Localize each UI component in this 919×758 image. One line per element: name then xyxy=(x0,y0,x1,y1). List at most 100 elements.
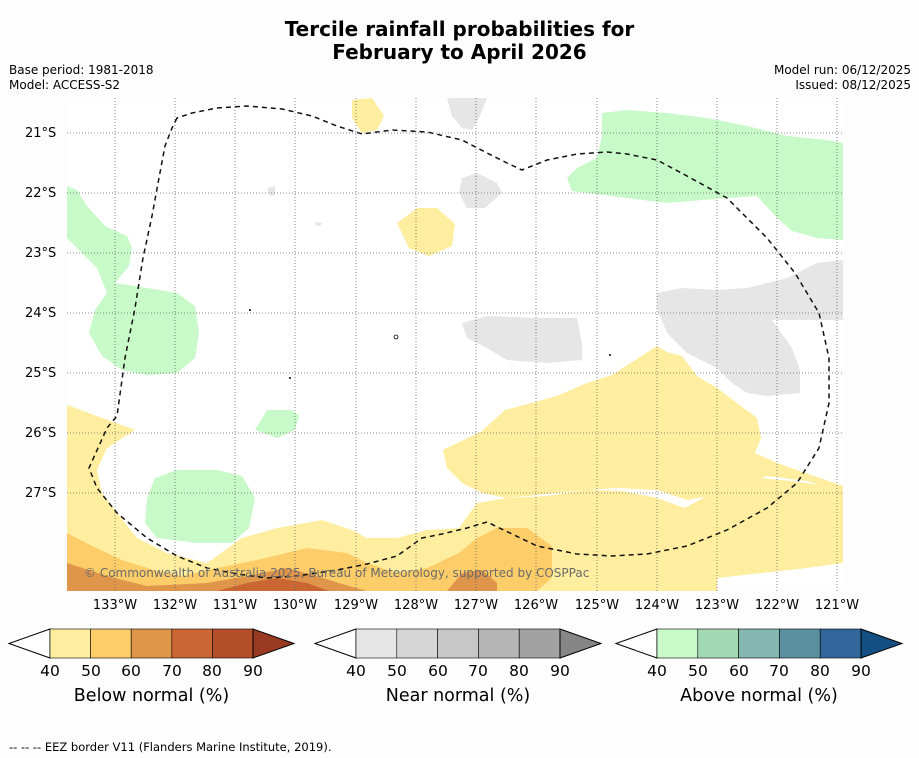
lon-label-126w: 126°W xyxy=(513,598,559,613)
near-normal-region-north xyxy=(447,98,487,130)
near-normal-region-small xyxy=(459,173,502,208)
colorbar-near-tick-40: 40 xyxy=(346,662,366,680)
lon-label-127w: 127°W xyxy=(453,598,499,613)
colorbar-near-normal-swatch-2 xyxy=(437,628,479,659)
below-normal-region-south xyxy=(67,405,843,591)
colorbar-below-normal-swatch-1 xyxy=(90,628,132,659)
lat-label-22s: 22°S xyxy=(25,186,57,201)
lon-label-133w: 133°W xyxy=(92,598,138,613)
lat-label-27s: 27°S xyxy=(25,486,57,501)
graticule xyxy=(67,98,843,591)
lon-label-125w: 125°W xyxy=(574,598,620,613)
colorbar-below-normal-high-arrow xyxy=(252,628,296,659)
colorbar-above-normal-swatch-1 xyxy=(697,628,739,659)
lon-label-122w: 122°W xyxy=(754,598,800,613)
lat-label-23s: 23°S xyxy=(25,246,57,261)
colorbar-near-tick-70: 70 xyxy=(468,662,488,680)
base-period-text: Base period: 1981-2018 xyxy=(9,63,154,77)
colorbar-below-tick-60: 60 xyxy=(121,662,141,680)
colorbar-near-normal-low-arrow xyxy=(313,628,357,659)
below-normal-region-center xyxy=(397,208,455,256)
colorbars-svg xyxy=(7,628,904,659)
colorbar-above-tick-40: 40 xyxy=(647,662,667,680)
colorbar-above-normal-swatch-3 xyxy=(779,628,821,659)
below-normal-regions xyxy=(67,98,843,591)
colorbar-near-normal-swatch-1 xyxy=(396,628,438,659)
colorbar-above-tick-70: 70 xyxy=(769,662,789,680)
issued-text: Issued: 08/12/2025 xyxy=(795,78,911,92)
map-title: Tercile rainfall probabilities for Febru… xyxy=(0,18,919,64)
below-normal-region-north xyxy=(352,98,384,133)
colorbar-above-normal-swatch-0 xyxy=(656,628,699,659)
colorbar-near-normal-swatch-0 xyxy=(355,628,398,659)
near-normal-region-center xyxy=(462,316,582,363)
meta-right: Model run: 06/12/2025 Issued: 08/12/2025 xyxy=(774,63,911,93)
colorbar-below-normal-swatch-4 xyxy=(212,628,254,659)
lat-label-26s: 26°S xyxy=(25,426,57,441)
near-normal-regions xyxy=(267,98,843,396)
colorbar-near-tick-60: 60 xyxy=(428,662,448,680)
colorbar-above-normal-swatch-4 xyxy=(819,628,862,659)
lon-label-132w: 132°W xyxy=(152,598,198,613)
colorbar-below-tick-40: 40 xyxy=(40,662,60,680)
near-normal-region-east xyxy=(657,260,843,396)
eez-border xyxy=(88,105,830,579)
above-normal-region-southwest xyxy=(145,470,255,543)
eez-footnote: -- -- -- EEZ border V11 (Flanders Marine… xyxy=(9,740,332,754)
colorbar-above-tick-80: 80 xyxy=(810,662,830,680)
colorbar-near-tick-90: 90 xyxy=(550,662,570,680)
colorbar-above-tick-50: 50 xyxy=(688,662,708,680)
colorbar-above-tick-90: 90 xyxy=(851,662,871,680)
above-normal-regions xyxy=(67,110,843,543)
below-normal-region-east xyxy=(443,346,843,500)
colorbar-below-title: Below normal (%) xyxy=(73,686,230,706)
colorbar-below-tick-80: 80 xyxy=(202,662,222,680)
above-normal-region-northeast xyxy=(567,110,843,240)
lon-label-128w: 128°W xyxy=(393,598,439,613)
model-run-text: Model run: 06/12/2025 xyxy=(773,63,911,77)
colorbar-below-tick-50: 50 xyxy=(81,662,101,680)
colorbar-below-normal xyxy=(7,628,296,659)
lon-label-129w: 129°W xyxy=(333,598,379,613)
colorbar-above-title: Above normal (%) xyxy=(680,686,838,706)
colorbar-near-tick-80: 80 xyxy=(509,662,529,680)
colorbar-above-tick-60: 60 xyxy=(729,662,749,680)
above-normal-region-small xyxy=(255,410,299,438)
below-normal-50-region xyxy=(67,528,552,591)
lon-label-131w: 131°W xyxy=(212,598,258,613)
title-line-1: Tercile rainfall probabilities for xyxy=(284,17,635,41)
map-svg: © Commonwealth of Australia 2025, Bureau… xyxy=(67,98,843,591)
colorbar-near-normal xyxy=(313,628,603,659)
lon-label-124w: 124°W xyxy=(634,598,680,613)
colorbar-near-normal-swatch-4 xyxy=(518,628,561,659)
colorbar-above-normal-high-arrow xyxy=(860,628,904,659)
above-normal-region-west xyxy=(67,186,199,375)
meta-left: Base period: 1981-2018 Model: ACCESS-S2 xyxy=(9,63,154,93)
title-line-2: February to April 2026 xyxy=(332,40,587,64)
colorbar-near-tick-50: 50 xyxy=(387,662,407,680)
colorbar-near-normal-swatch-3 xyxy=(478,628,520,659)
below-normal-60-region-2 xyxy=(447,570,497,591)
colorbar-near-title: Near normal (%) xyxy=(385,686,531,706)
colorbar-below-tick-70: 70 xyxy=(162,662,182,680)
lat-label-24s: 24°S xyxy=(25,306,57,321)
model-text: Model: ACCESS-S2 xyxy=(9,78,121,92)
colorbar-above-normal-low-arrow xyxy=(614,628,658,659)
colorbar-below-normal-low-arrow xyxy=(7,628,51,659)
near-normal-speck-2 xyxy=(315,222,322,226)
copyright-text: © Commonwealth of Australia 2025, Bureau… xyxy=(84,566,589,580)
near-normal-speck xyxy=(267,186,275,196)
lat-label-25s: 25°S xyxy=(25,366,57,381)
map-area[interactable]: © Commonwealth of Australia 2025, Bureau… xyxy=(67,98,843,591)
colorbar-near-normal-high-arrow xyxy=(559,628,603,659)
colorbar-above-normal-swatch-2 xyxy=(738,628,780,659)
lon-label-121w: 121°W xyxy=(814,598,860,613)
below-normal-70-region xyxy=(217,578,329,591)
colorbar-below-normal-swatch-0 xyxy=(49,628,91,659)
island-markers xyxy=(249,309,611,379)
colorbar-below-tick-90: 90 xyxy=(243,662,263,680)
colorbar-above-normal xyxy=(614,628,904,659)
lon-label-123w: 123°W xyxy=(694,598,740,613)
colorbar-below-normal-swatch-2 xyxy=(130,628,173,659)
lat-label-21s: 21°S xyxy=(25,126,57,141)
